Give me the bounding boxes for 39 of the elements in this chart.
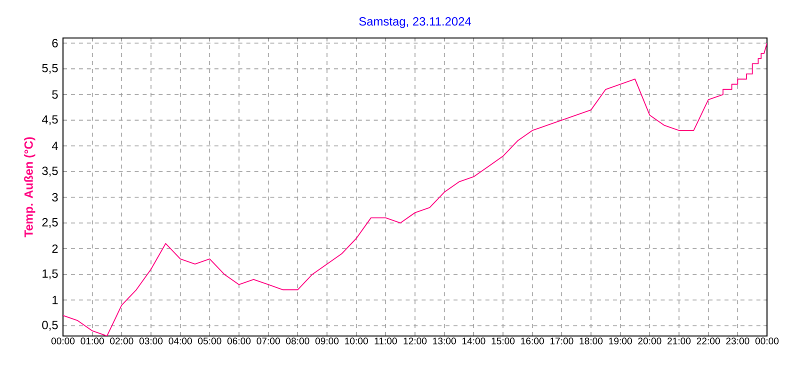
y-tick-label: 6: [52, 38, 58, 48]
x-tick-label: 15:00: [492, 338, 515, 344]
x-tick-label: 23:00: [726, 338, 750, 344]
x-tick-label: 21:00: [668, 338, 691, 344]
x-tick-label: 00:00: [51, 338, 75, 344]
x-tick-label: 00:00: [755, 338, 779, 344]
x-tick-label: 16:00: [521, 338, 544, 344]
x-tick-label: 02:00: [110, 338, 134, 344]
y-tick-label: 2,5: [42, 218, 58, 228]
y-tick-label: 3,5: [42, 166, 58, 177]
x-tick-label: 17:00: [550, 338, 574, 344]
y-tick-label: 1: [52, 296, 58, 304]
x-tick-label: 04:00: [168, 338, 192, 344]
x-tick-label: 19:00: [609, 338, 632, 344]
y-tick-label: 5,5: [42, 64, 58, 74]
x-tick-label: 01:00: [80, 338, 104, 344]
x-tick-label: 14:00: [462, 338, 486, 344]
y-tick-label: 4,5: [42, 115, 58, 126]
x-tick-label: 03:00: [139, 338, 163, 344]
y-tick-label: 0,5: [42, 320, 58, 331]
y-tick-label: 3: [52, 193, 58, 202]
x-tick-label: 06:00: [227, 338, 251, 344]
x-tick-label: 08:00: [286, 338, 310, 344]
chart-title: Samstag, 23.11.2024: [359, 17, 472, 28]
y-tick-label: 5: [52, 90, 58, 99]
y-tick-label: 2: [52, 244, 58, 253]
x-tick-label: 10:00: [345, 338, 368, 344]
y-axis-title: Temp. Außen (°C): [24, 137, 36, 238]
x-tick-label: 09:00: [315, 338, 339, 344]
x-tick-label: 22:00: [696, 338, 720, 344]
x-tick-label: 11:00: [374, 338, 397, 344]
x-tick-label: 12:00: [404, 338, 427, 344]
y-tick-label: 4: [52, 142, 58, 150]
x-tick-label: 18:00: [580, 338, 603, 344]
x-tick-label: 13:00: [433, 338, 456, 344]
y-tick-label: 1,5: [42, 269, 58, 280]
x-tick-label: 05:00: [198, 338, 222, 344]
x-tick-label: 20:00: [638, 338, 662, 344]
x-tick-label: 07:00: [256, 338, 280, 344]
